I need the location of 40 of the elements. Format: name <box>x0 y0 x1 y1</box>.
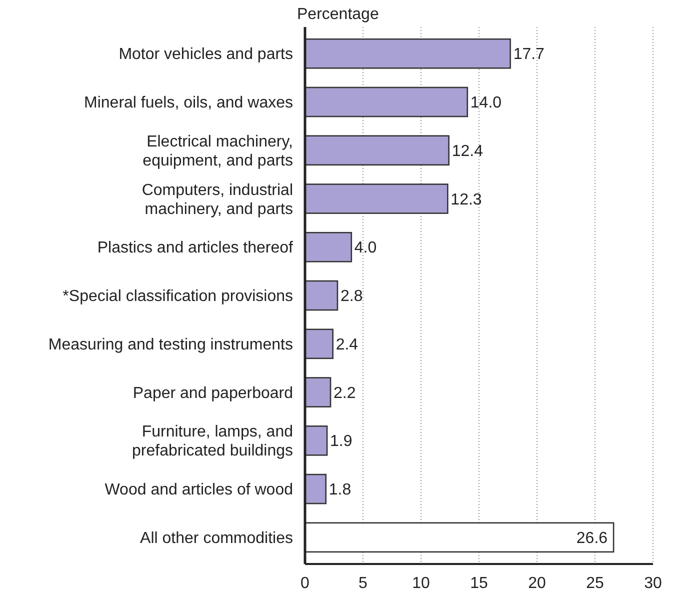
y-tick-label: Plastics and articles thereof <box>97 240 294 257</box>
bar <box>304 86 468 118</box>
data-label: 26.6 <box>576 530 608 547</box>
x-tick-label: 0 <box>300 575 310 592</box>
bar <box>304 38 511 69</box>
y-tick-label: *Special classification provisions <box>62 288 293 306</box>
data-label: 4.0 <box>354 240 377 257</box>
bar <box>304 328 334 360</box>
y-tick-label: All other commodities <box>140 530 293 547</box>
y-tick-label: Motor vehicles and parts <box>118 46 293 64</box>
y-tick-label: Electrical machinery, equipment, and parts <box>142 133 293 170</box>
bar <box>304 232 352 262</box>
x-axis-title: Percentage <box>297 6 379 23</box>
bar <box>304 135 450 166</box>
y-tick-label: Paper and paperboard <box>132 384 293 402</box>
data-label: 2.8 <box>340 288 363 306</box>
data-label: 17.7 <box>513 46 545 64</box>
bar <box>304 184 448 214</box>
data-label: 2.4 <box>336 336 358 354</box>
bar <box>304 522 614 553</box>
data-label: 2.2 <box>334 384 356 402</box>
x-tick-label: 15 <box>470 575 488 592</box>
x-tick-label: 20 <box>528 575 546 592</box>
data-label: 1.8 <box>328 482 352 499</box>
x-tick-label: 30 <box>644 575 662 592</box>
data-label: 12.3 <box>450 191 482 208</box>
y-tick-label: Computers, industrial machinery, and parts <box>142 182 293 218</box>
y-tick-label: Mineral fuels, oils, and waxes <box>84 94 293 112</box>
bar <box>304 425 328 456</box>
y-tick-label: Measuring and testing instruments <box>48 336 293 354</box>
y-tick-label: Wood and articles of wood <box>104 482 293 499</box>
x-tick-label: 10 <box>412 575 430 592</box>
x-tick-label: 5 <box>358 575 368 592</box>
data-label: 1.9 <box>330 433 352 450</box>
y-tick-label: Furniture, lamps, and prefabricated buildings <box>132 424 293 460</box>
bar <box>304 280 338 311</box>
bar <box>304 377 332 408</box>
x-tick-label: 25 <box>586 575 604 592</box>
data-label: 12.4 <box>452 142 484 160</box>
data-label: 14.0 <box>470 94 502 112</box>
